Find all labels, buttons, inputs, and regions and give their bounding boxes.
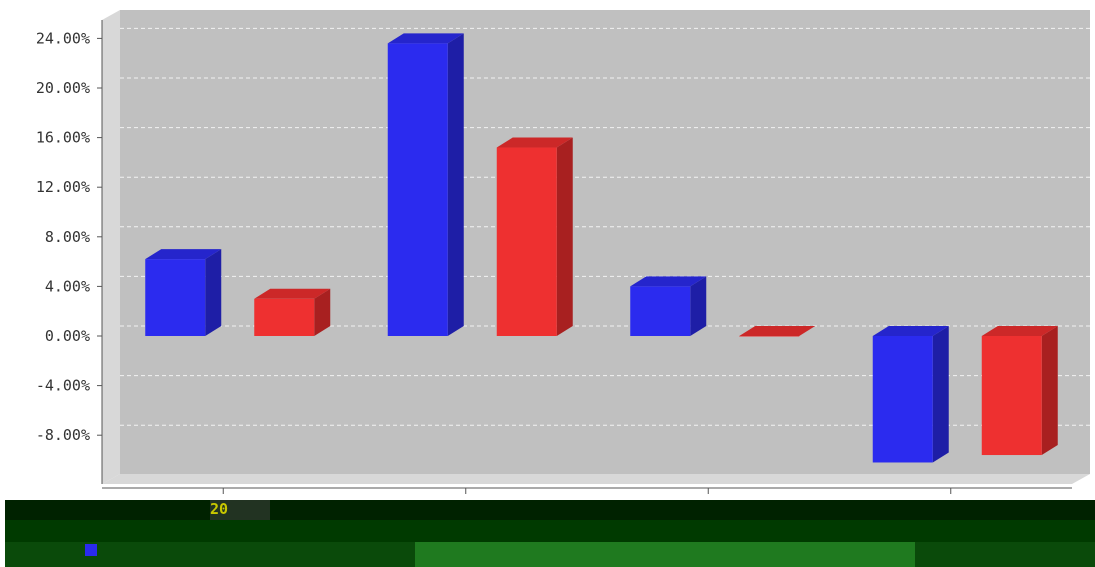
legend-swatch xyxy=(85,544,97,556)
bar-front xyxy=(496,147,557,336)
bar-front xyxy=(145,259,206,336)
bar-top xyxy=(145,249,222,260)
y-tick-label: 8.00% xyxy=(45,228,90,246)
bar xyxy=(145,249,222,336)
y-tick-label: -4.00% xyxy=(36,377,90,395)
plot-left-wall xyxy=(102,10,120,484)
y-tick-label: -8.00% xyxy=(36,426,90,444)
y-tick-label: 20.00% xyxy=(36,79,90,97)
bar-top xyxy=(387,33,464,44)
bar-front xyxy=(630,286,691,336)
bar-side xyxy=(556,137,573,336)
bar xyxy=(496,137,573,336)
y-tick-label: 24.00% xyxy=(36,29,90,47)
bar-side xyxy=(1041,326,1058,456)
bar-front xyxy=(254,298,315,336)
bar-side xyxy=(205,249,222,336)
bar-top xyxy=(254,288,331,299)
bar-front xyxy=(872,336,933,463)
bar-side xyxy=(314,288,331,336)
bars xyxy=(145,33,1058,463)
plot-floor xyxy=(102,474,1090,484)
bar xyxy=(254,288,331,336)
bar xyxy=(872,326,949,463)
bar xyxy=(739,326,816,337)
y-axis-ticks: 24.00% 20.00% 16.00% 12.00% 8.00% 4.00% 0.00% -… xyxy=(36,29,102,444)
bar-front xyxy=(981,336,1042,456)
bar xyxy=(630,276,707,336)
x-axis-ticks xyxy=(222,488,952,494)
y-tick-label: 16.00% xyxy=(36,129,90,147)
bar-side xyxy=(932,326,949,463)
plot-back-wall xyxy=(120,10,1090,474)
y-tick-label: 12.00% xyxy=(36,178,90,196)
bar-side xyxy=(447,33,464,337)
bar-front xyxy=(739,336,800,337)
legend-strip: 20 xyxy=(5,500,1095,567)
bar-top xyxy=(739,326,816,336)
bar xyxy=(387,33,464,337)
legend-label: 20 xyxy=(210,500,270,520)
bar-top xyxy=(981,326,1058,336)
bar-side xyxy=(690,276,707,336)
bar-top xyxy=(872,326,949,336)
y-tick-label: 0.00% xyxy=(45,327,90,345)
bar-top xyxy=(496,137,573,148)
bar-top xyxy=(630,276,707,287)
bar xyxy=(981,326,1058,456)
bar-front xyxy=(387,43,448,337)
y-tick-label: 4.00% xyxy=(45,277,90,295)
